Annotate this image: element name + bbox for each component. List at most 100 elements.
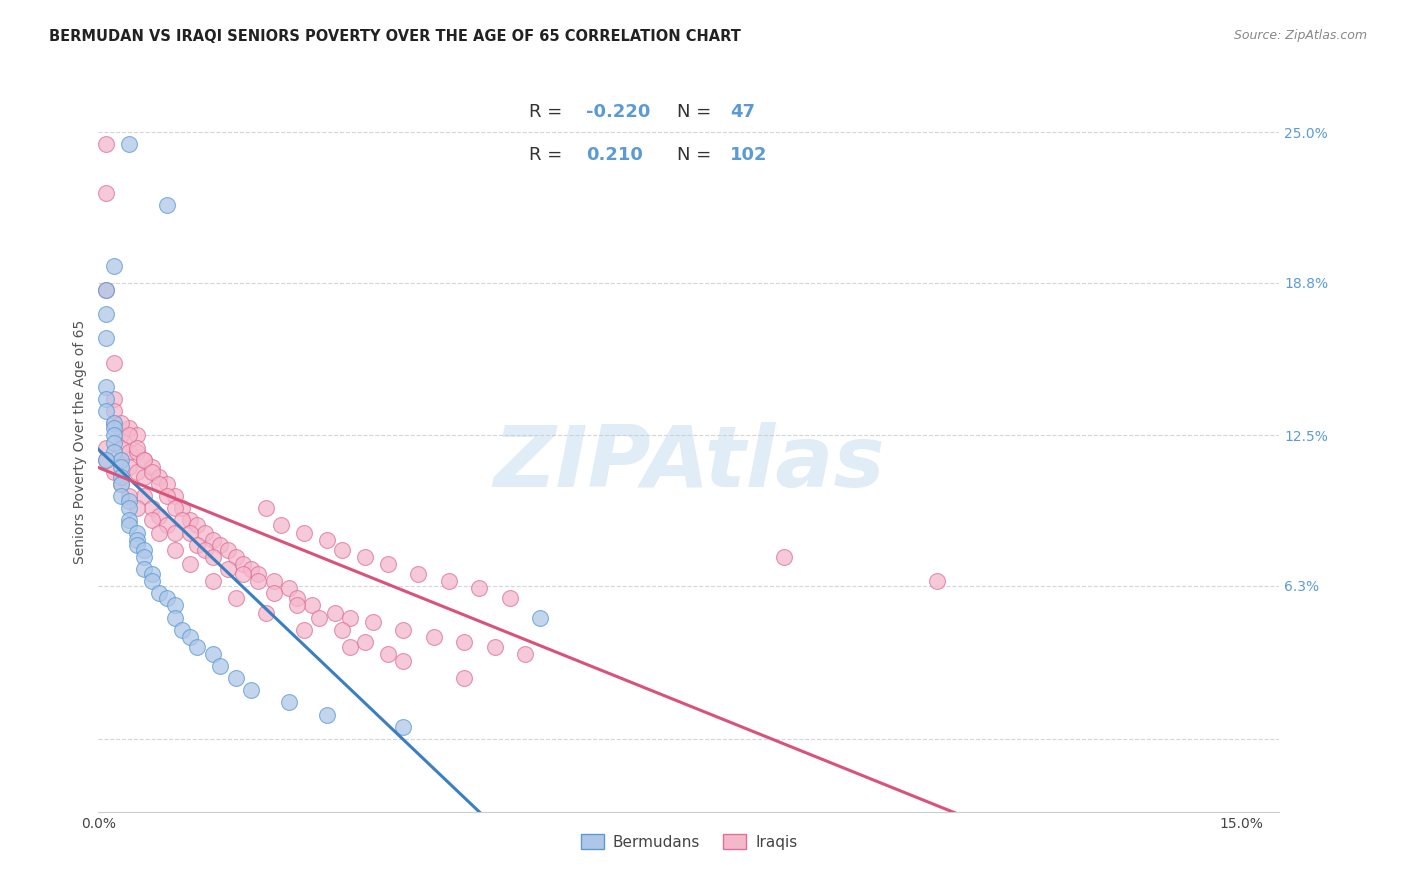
Point	[225, 671, 247, 685]
Point	[134, 562, 156, 576]
Point	[118, 137, 141, 152]
Point	[392, 623, 415, 637]
Point	[270, 518, 292, 533]
Point	[529, 610, 551, 624]
Point	[468, 582, 491, 596]
Text: BERMUDAN VS IRAQI SENIORS POVERTY OVER THE AGE OF 65 CORRELATION CHART: BERMUDAN VS IRAQI SENIORS POVERTY OVER T…	[49, 29, 741, 44]
Point	[361, 615, 384, 630]
Point	[339, 640, 361, 654]
Point	[94, 283, 117, 297]
Point	[285, 599, 308, 613]
Point	[172, 623, 194, 637]
Point	[110, 460, 132, 475]
Point	[172, 513, 194, 527]
Point	[103, 259, 125, 273]
Point	[925, 574, 948, 588]
Point	[392, 654, 415, 668]
Point	[773, 549, 796, 564]
Point	[148, 469, 170, 483]
Point	[179, 513, 201, 527]
Point	[156, 518, 179, 533]
Point	[110, 489, 132, 503]
Point	[103, 428, 125, 442]
Point	[141, 465, 163, 479]
Legend: Bermudans, Iraqis: Bermudans, Iraqis	[575, 828, 803, 856]
Point	[377, 647, 399, 661]
Point	[422, 630, 444, 644]
Point	[247, 566, 270, 581]
Point	[156, 591, 179, 606]
Point	[118, 428, 141, 442]
Point	[186, 640, 208, 654]
Point	[239, 683, 262, 698]
Point	[499, 591, 522, 606]
Point	[254, 606, 277, 620]
Text: N =: N =	[678, 103, 717, 121]
Point	[330, 623, 353, 637]
Point	[118, 489, 141, 503]
Point	[103, 417, 125, 431]
Point	[156, 489, 179, 503]
Point	[134, 469, 156, 483]
Point	[118, 421, 141, 435]
Point	[141, 566, 163, 581]
Point	[118, 518, 141, 533]
Point	[125, 428, 148, 442]
Point	[194, 525, 217, 540]
Text: R =: R =	[530, 103, 568, 121]
Point	[148, 477, 170, 491]
Point	[263, 574, 285, 588]
Point	[163, 610, 186, 624]
Point	[156, 198, 179, 212]
Point	[308, 610, 330, 624]
Point	[103, 421, 125, 435]
Point	[339, 610, 361, 624]
Point	[103, 417, 125, 431]
Point	[94, 186, 117, 200]
Point	[232, 566, 254, 581]
Point	[110, 428, 132, 442]
Point	[217, 562, 239, 576]
Point	[408, 566, 430, 581]
Point	[354, 549, 377, 564]
Point	[141, 460, 163, 475]
Point	[277, 582, 299, 596]
Point	[103, 392, 125, 406]
Point	[110, 441, 132, 455]
Point	[225, 549, 247, 564]
Point	[94, 452, 117, 467]
Point	[201, 549, 224, 564]
Point	[118, 513, 141, 527]
Point	[513, 647, 536, 661]
Point	[217, 542, 239, 557]
Point	[277, 696, 299, 710]
Point	[179, 630, 201, 644]
Point	[209, 659, 232, 673]
Point	[148, 525, 170, 540]
Point	[163, 542, 186, 557]
Point	[118, 501, 141, 516]
Text: ZIPAtlas: ZIPAtlas	[494, 422, 884, 505]
Point	[301, 599, 323, 613]
Point	[141, 513, 163, 527]
Text: -0.220: -0.220	[586, 103, 651, 121]
Point	[263, 586, 285, 600]
Point	[134, 542, 156, 557]
Point	[239, 562, 262, 576]
Point	[125, 533, 148, 547]
Point	[103, 465, 125, 479]
Point	[232, 557, 254, 571]
Point	[148, 508, 170, 523]
Point	[194, 542, 217, 557]
Point	[125, 525, 148, 540]
Point	[94, 137, 117, 152]
Point	[110, 477, 132, 491]
Point	[292, 623, 315, 637]
Point	[118, 445, 141, 459]
Point	[163, 501, 186, 516]
Text: 0.210: 0.210	[586, 146, 643, 164]
Text: 102: 102	[730, 146, 768, 164]
Point	[186, 518, 208, 533]
Point	[94, 307, 117, 321]
Point	[110, 417, 132, 431]
